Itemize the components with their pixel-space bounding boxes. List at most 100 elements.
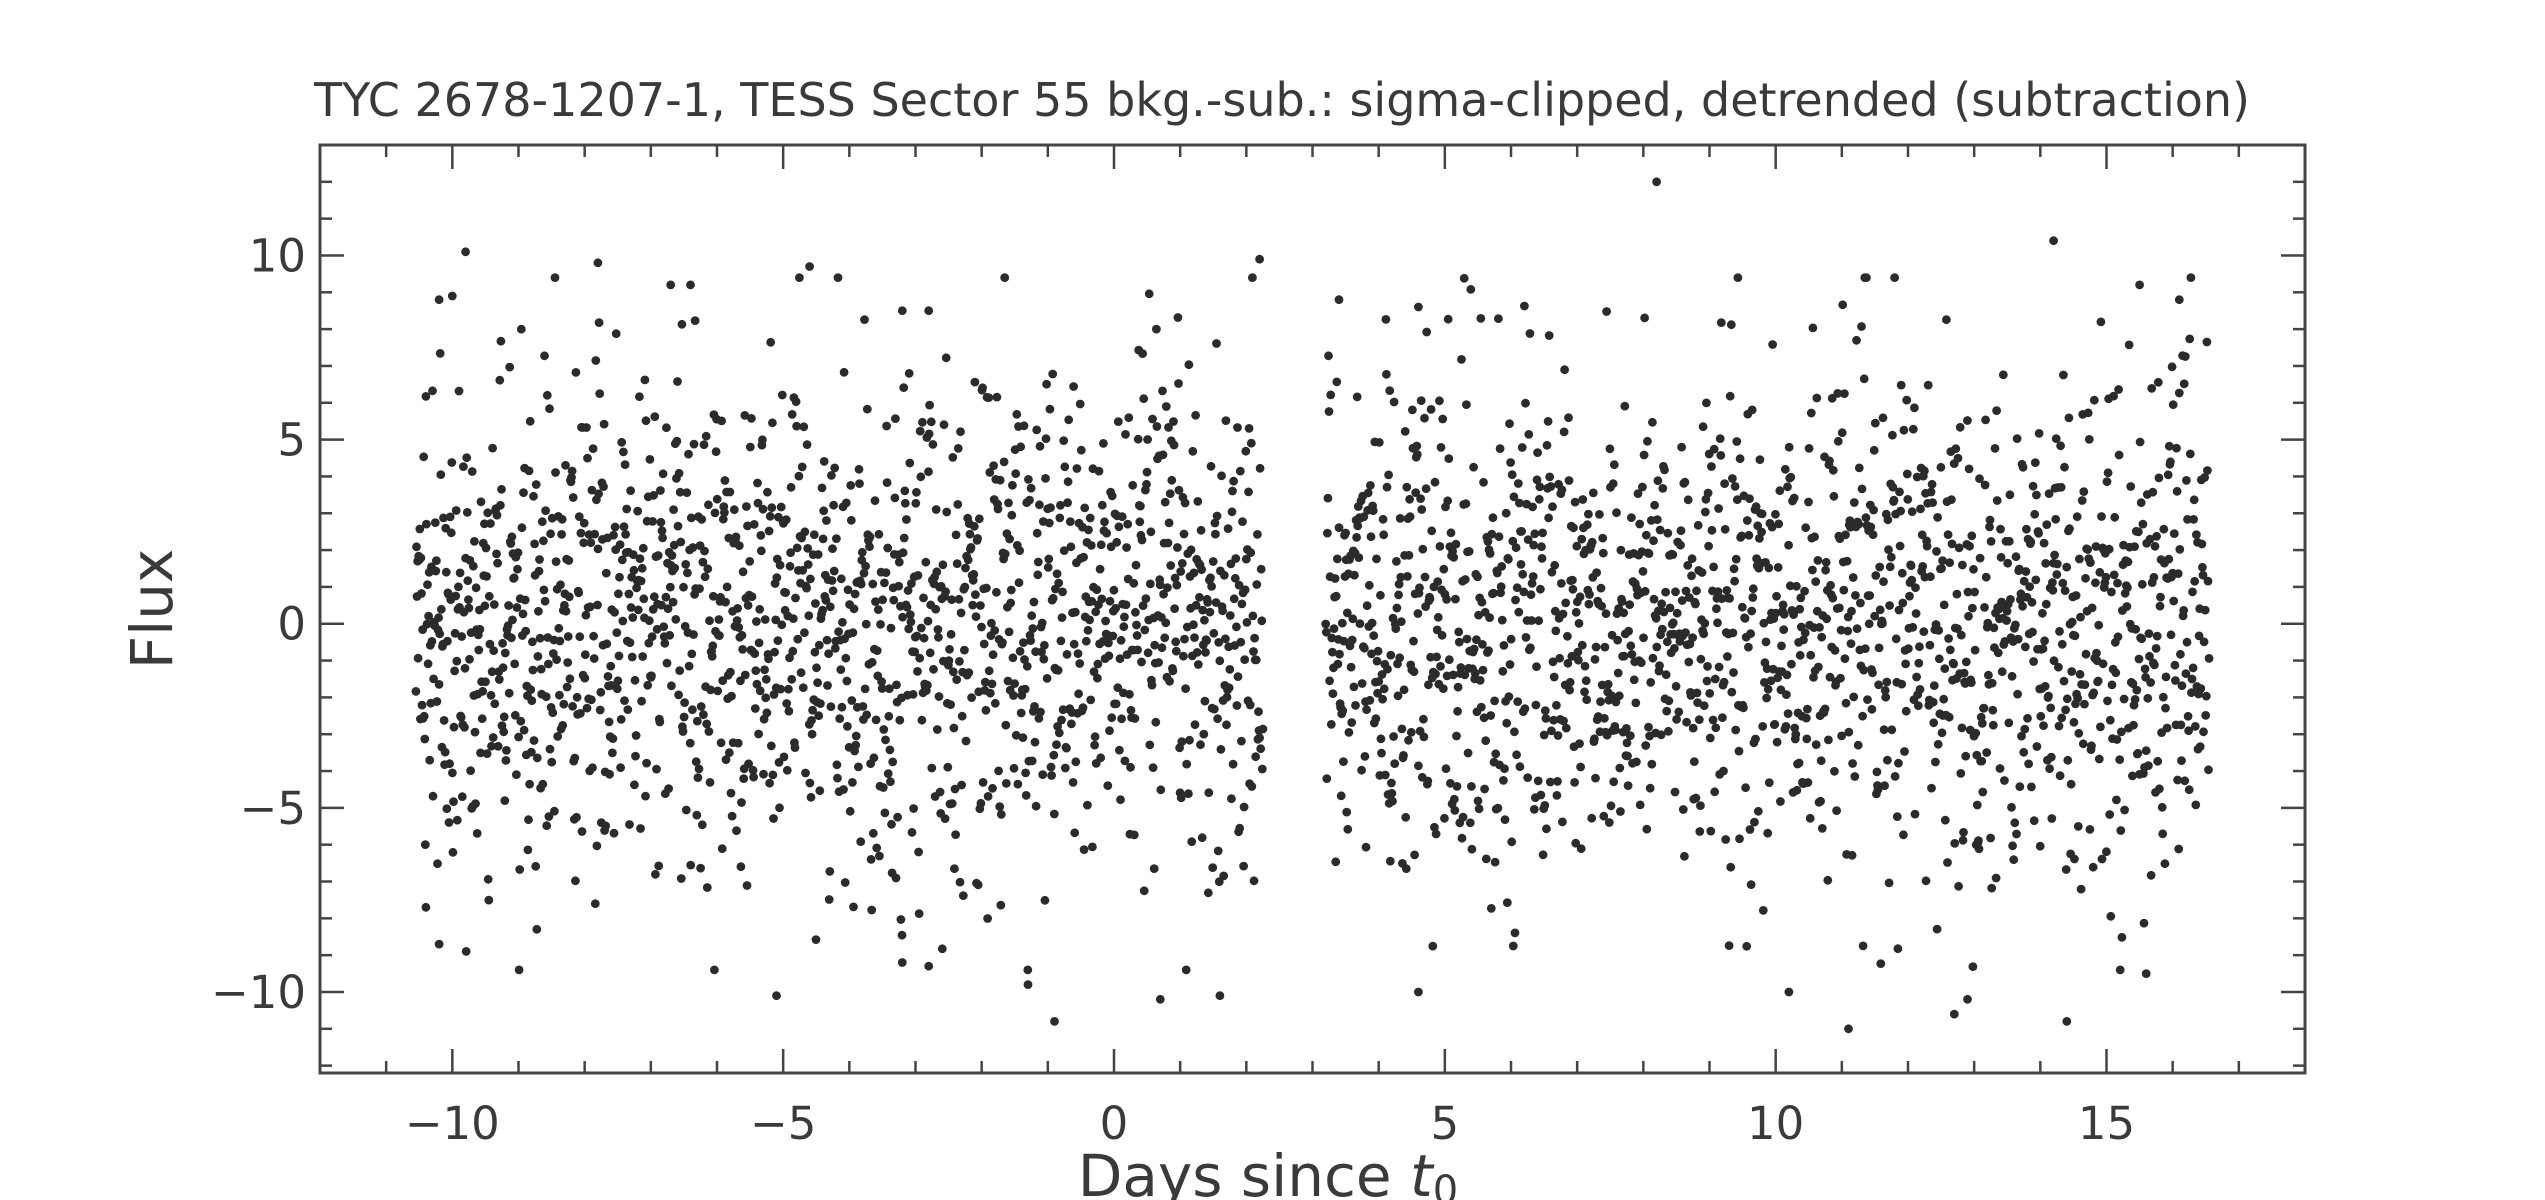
- data-point-2702: [1964, 464, 1974, 474]
- data-point-1013: [970, 377, 980, 387]
- data-point-603: [744, 759, 753, 769]
- data-point-964: [943, 762, 953, 772]
- data-point-2495: [1850, 772, 1860, 781]
- data-point-2790: [2013, 689, 2022, 699]
- data-point-3015: [2137, 634, 2147, 644]
- data-point-2087: [1625, 600, 1635, 610]
- data-point-2847: [2044, 489, 2054, 498]
- data-point-554: [717, 416, 726, 426]
- data-point-2136: [1652, 642, 1662, 652]
- data-point-1250: [1101, 616, 1110, 626]
- data-point-1192: [1069, 382, 1078, 391]
- data-point-224: [535, 555, 544, 564]
- data-point-1629: [1372, 656, 1382, 666]
- data-point-731: [814, 640, 824, 650]
- x-axis-label-variable: t: [1410, 1142, 1435, 1200]
- data-point-529: [703, 564, 713, 574]
- data-point-2676: [1950, 839, 1960, 848]
- data-point-489: [681, 560, 691, 569]
- data-point-1177: [1060, 763, 1070, 773]
- data-point-789: [846, 515, 856, 525]
- data-point-1303: [1130, 714, 1140, 723]
- data-point-1719: [1422, 327, 1432, 337]
- data-point-1713: [1419, 714, 1428, 724]
- data-point-825: [866, 855, 876, 864]
- data-point-2303: [1744, 530, 1754, 540]
- data-point-379: [620, 460, 630, 469]
- data-point-1229: [1089, 667, 1099, 676]
- data-point-1368: [1166, 561, 1176, 570]
- data-point-641: [765, 778, 774, 788]
- data-point-372: [616, 715, 626, 724]
- data-point-1843: [1490, 857, 1500, 867]
- data-point-1132: [1036, 707, 1045, 717]
- data-point-2732: [1981, 415, 1990, 425]
- data-point-1584: [1347, 635, 1357, 645]
- data-point-71: [450, 628, 460, 638]
- data-point-2069: [1615, 763, 1625, 773]
- data-point-266: [558, 721, 568, 730]
- data-point-1582: [1346, 662, 1356, 672]
- data-point-111: [472, 829, 482, 838]
- data-point-2594: [1905, 591, 1914, 601]
- data-point-2800: [2018, 462, 2028, 472]
- data-point-1607: [1360, 752, 1370, 761]
- data-point-1609: [1361, 842, 1371, 852]
- data-point-2752: [1992, 406, 2001, 415]
- data-point-2444: [1822, 614, 1832, 624]
- data-point-502: [688, 543, 698, 552]
- data-point-1406: [1187, 837, 1197, 847]
- data-point-185: [513, 548, 523, 557]
- data-point-2194: [1684, 657, 1694, 667]
- data-point-175: [508, 615, 517, 625]
- data-point-2692: [1959, 827, 1968, 837]
- data-point-1893: [1518, 569, 1528, 579]
- data-point-2592: [1904, 644, 1913, 653]
- data-point-969: [946, 700, 955, 709]
- data-point-155: [497, 484, 506, 494]
- data-point-231: [539, 536, 548, 546]
- data-point-377: [619, 522, 629, 531]
- data-point-1771: [1451, 594, 1460, 604]
- data-point-2598: [1907, 575, 1917, 585]
- data-point-1248: [1100, 517, 1109, 527]
- data-point-664: [777, 390, 787, 400]
- data-point-163: [501, 756, 511, 765]
- data-point-1932: [1539, 730, 1549, 740]
- data-point-796: [850, 589, 860, 599]
- data-point-37: [432, 556, 441, 565]
- data-point-1049: [990, 626, 1000, 635]
- data-point-2910: [2079, 487, 2089, 496]
- data-point-3150: [1652, 177, 1661, 187]
- data-point-1044: [987, 679, 997, 689]
- data-point-924: [921, 557, 931, 567]
- data-point-1551: [1329, 624, 1339, 633]
- data-point-3041: [2151, 644, 2161, 653]
- data-point-418: [642, 758, 651, 768]
- data-point-3008: [2133, 748, 2143, 758]
- data-point-2498: [1852, 335, 1861, 345]
- data-point-3009: [2134, 527, 2143, 537]
- data-point-3169: [2141, 969, 2151, 978]
- data-point-1332: [1146, 527, 1156, 537]
- data-point-3106: [2187, 674, 2197, 684]
- data-point-306: [580, 673, 590, 683]
- data-point-708: [802, 583, 811, 593]
- data-point-2707: [1967, 531, 1977, 541]
- data-point-912: [914, 909, 924, 918]
- data-point-3017: [2138, 519, 2148, 529]
- data-point-750: [825, 867, 835, 876]
- data-point-1269: [1111, 699, 1121, 709]
- data-point-1222: [1085, 513, 1095, 523]
- data-point-670: [781, 588, 790, 597]
- data-point-2941: [2096, 317, 2106, 327]
- data-point-1241: [1096, 753, 1106, 763]
- data-point-1804: [1469, 462, 1478, 472]
- data-point-1572: [1341, 528, 1350, 538]
- data-point-1648: [1383, 664, 1392, 674]
- data-point-3139: [447, 291, 457, 301]
- data-point-656: [773, 636, 783, 645]
- data-point-3168: [2062, 1017, 2072, 1026]
- data-point-1902: [1523, 773, 1533, 782]
- data-point-1495: [1236, 637, 1246, 647]
